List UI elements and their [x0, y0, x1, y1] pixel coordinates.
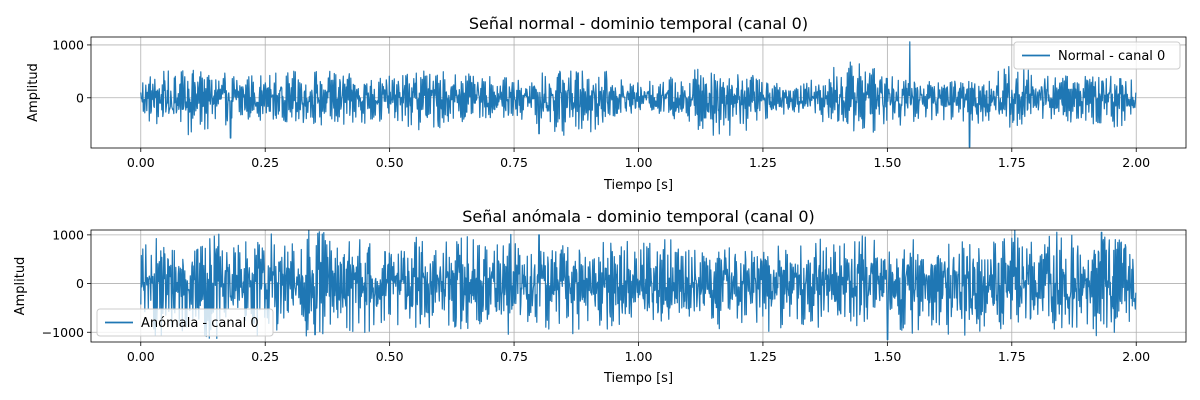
y-tick-label: 0	[76, 90, 84, 105]
x-tick-label: 1.00	[625, 155, 653, 170]
subplot-1: Señal normal - dominio temporal (canal 0…	[26, 14, 1187, 193]
x-tick-label: 0.00	[127, 349, 155, 364]
x-tick-label: 1.75	[998, 349, 1026, 364]
x-tick-label: 1.50	[873, 349, 901, 364]
x-tick-label: 0.25	[251, 349, 279, 364]
x-tick-label: 1.00	[625, 349, 653, 364]
x-axis-label: Tiempo [s]	[603, 178, 673, 193]
series-line	[140, 229, 1137, 341]
legend-box	[1013, 41, 1181, 70]
y-tick-label: 0	[76, 276, 84, 291]
x-tick-label: 0.75	[500, 349, 528, 364]
legend-box	[96, 308, 274, 337]
y-tick-label: 1000	[52, 37, 84, 52]
x-tick-label: 0.50	[376, 155, 404, 170]
x-tick-label: 2.00	[1122, 155, 1150, 170]
x-tick-label: 1.25	[749, 349, 777, 364]
subplot-2: Señal anómala - dominio temporal (canal …	[13, 207, 1187, 386]
x-tick-label: 1.50	[873, 155, 901, 170]
y-axis-label: Amplitud	[13, 257, 28, 316]
y-tick-label: −1000	[42, 325, 84, 340]
y-axis-label: Amplitud	[26, 63, 41, 122]
x-tick-label: 2.00	[1122, 349, 1150, 364]
x-tick-label: 0.25	[251, 155, 279, 170]
legend: Anómala - canal 0	[96, 308, 274, 337]
x-tick-label: 0.50	[376, 349, 404, 364]
x-axis-label: Tiempo [s]	[603, 371, 673, 386]
x-tick-label: 1.75	[998, 155, 1026, 170]
legend-label: Normal - canal 0	[1058, 49, 1165, 64]
series-line	[140, 41, 1137, 148]
x-tick-label: 0.00	[127, 155, 155, 170]
x-tick-label: 0.75	[500, 155, 528, 170]
x-tick-label: 1.25	[749, 155, 777, 170]
legend: Normal - canal 0	[1013, 41, 1181, 70]
chart-title: Señal normal - dominio temporal (canal 0…	[469, 14, 808, 33]
chart-title: Señal anómala - dominio temporal (canal …	[462, 207, 815, 226]
y-tick-label: 1000	[52, 227, 84, 242]
legend-label: Anómala - canal 0	[141, 316, 259, 331]
